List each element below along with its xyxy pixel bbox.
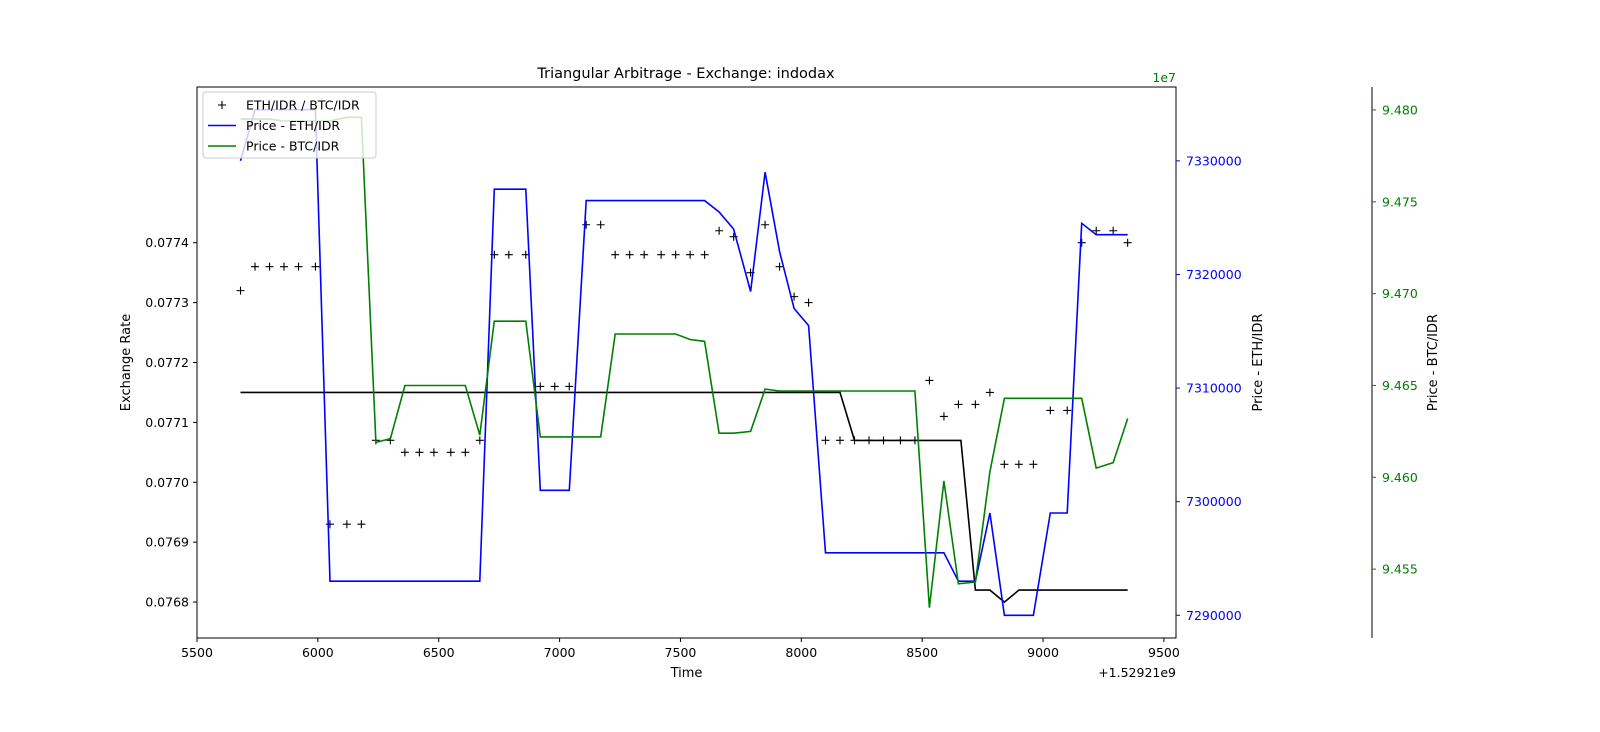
data-point-marker	[925, 376, 934, 385]
data-point-marker	[761, 220, 770, 229]
x-tick-label: 6500	[423, 645, 455, 660]
data-point-marker	[475, 436, 484, 445]
series-line-price-btc-idr	[240, 116, 1129, 608]
data-point-marker	[985, 388, 994, 397]
data-point-marker	[251, 262, 260, 271]
data-point-marker	[400, 448, 409, 457]
data-point-marker	[804, 298, 813, 307]
data-point-marker	[835, 436, 844, 445]
data-point-marker	[625, 250, 634, 259]
legend: ETH/IDR / BTC/IDR Price - ETH/IDR Price - …	[202, 91, 377, 159]
data-point-marker	[1109, 226, 1118, 235]
left-y-tick-label: 0.0771	[145, 415, 189, 430]
x-tick-label: 8500	[906, 645, 938, 660]
data-point-marker	[550, 382, 559, 391]
data-point-marker	[1077, 238, 1086, 247]
third-y-tick-label: 9.475	[1382, 194, 1418, 209]
data-point-marker	[611, 250, 620, 259]
data-point-marker	[280, 262, 289, 271]
data-point-marker	[294, 262, 303, 271]
right-y-axis-label: Price - ETH/IDR	[1251, 314, 1266, 412]
data-point-marker	[1029, 460, 1038, 469]
data-point-marker	[565, 382, 574, 391]
data-point-marker	[775, 262, 784, 271]
data-point-marker	[821, 436, 830, 445]
right-y-tick-label: 7320000	[1186, 267, 1242, 282]
axes-layer: 5500 6000 6500 7000 7500 8000 8500 9000 9500 Time…	[119, 70, 1441, 681]
data-point-marker	[954, 400, 963, 409]
left-y-tick-label: 0.0772	[145, 355, 189, 370]
data-point-marker	[1092, 226, 1101, 235]
x-tick-label: 9000	[1027, 645, 1059, 660]
data-point-marker	[1000, 460, 1009, 469]
left-y-tick-label: 0.0768	[145, 595, 189, 610]
right-y-tick-label: 7330000	[1186, 153, 1242, 168]
right-y-tick-label: 7310000	[1186, 381, 1242, 396]
x-tick-label: 9500	[1148, 645, 1180, 660]
data-point-marker	[1063, 406, 1072, 415]
data-point-marker	[446, 448, 455, 457]
right-y-offset-label: 1e7	[1152, 70, 1176, 85]
third-y-tick-label: 9.455	[1382, 562, 1418, 577]
data-point-marker	[640, 250, 649, 259]
left-y-tick-label: 0.0774	[145, 235, 189, 250]
x-offset-label: +1.52921e9	[1098, 665, 1176, 680]
x-tick-label: 7500	[665, 645, 697, 660]
data-point-marker	[939, 412, 948, 421]
x-tick-label: 8000	[785, 645, 817, 660]
data-point-marker	[1046, 406, 1055, 415]
third-y-axis-label: Price - BTC/IDR	[1426, 314, 1441, 411]
data-layer	[236, 108, 1132, 617]
data-point-marker	[415, 448, 424, 457]
data-point-marker	[461, 448, 470, 457]
data-point-marker	[1123, 238, 1132, 247]
data-point-marker	[265, 262, 274, 271]
data-point-marker	[582, 220, 591, 229]
legend-entry-label: Price - ETH/IDR	[246, 118, 340, 133]
left-y-tick-label: 0.0770	[145, 475, 189, 490]
x-tick-label: 7000	[544, 645, 576, 660]
data-point-marker	[536, 382, 545, 391]
data-point-marker	[429, 448, 438, 457]
data-point-marker	[311, 262, 320, 271]
series-line-price-eth-idr	[239, 108, 1128, 617]
data-point-marker	[715, 226, 724, 235]
chart-title: Triangular Arbitrage - Exchange: indodax	[536, 66, 835, 82]
data-point-marker	[357, 520, 366, 529]
right-y-tick-label: 7300000	[1186, 494, 1242, 509]
data-point-marker	[700, 250, 709, 259]
third-y-tick-label: 9.470	[1382, 286, 1418, 301]
legend-entry-label: ETH/IDR / BTC/IDR	[246, 98, 360, 113]
data-point-marker	[657, 250, 666, 259]
data-point-marker	[671, 250, 680, 259]
left-y-tick-label: 0.0769	[145, 535, 189, 550]
legend-marker-swatch	[218, 101, 226, 109]
x-axis-label: Time	[670, 666, 703, 681]
third-y-tick-label: 9.460	[1382, 470, 1418, 485]
x-tick-label: 6000	[302, 645, 334, 660]
data-point-marker	[686, 250, 695, 259]
data-point-marker	[971, 400, 980, 409]
left-y-tick-label: 0.0773	[145, 295, 189, 310]
data-point-marker	[596, 220, 605, 229]
legend-box	[202, 91, 377, 159]
series-line-ratio-line	[240, 391, 1128, 604]
left-y-axis-label: Exchange Rate	[119, 314, 134, 411]
data-point-marker	[325, 520, 334, 529]
data-point-marker	[342, 520, 351, 529]
plot-area	[236, 108, 1132, 617]
x-tick-label: 5500	[181, 645, 213, 660]
legend-entry-label: Price - BTC/IDR	[246, 139, 340, 154]
third-y-tick-label: 9.465	[1382, 378, 1418, 393]
right-y-tick-label: 7290000	[1186, 608, 1242, 623]
third-y-tick-label: 9.480	[1382, 102, 1418, 117]
data-point-marker	[1014, 460, 1023, 469]
data-point-marker	[504, 250, 513, 259]
data-point-marker	[236, 286, 245, 295]
